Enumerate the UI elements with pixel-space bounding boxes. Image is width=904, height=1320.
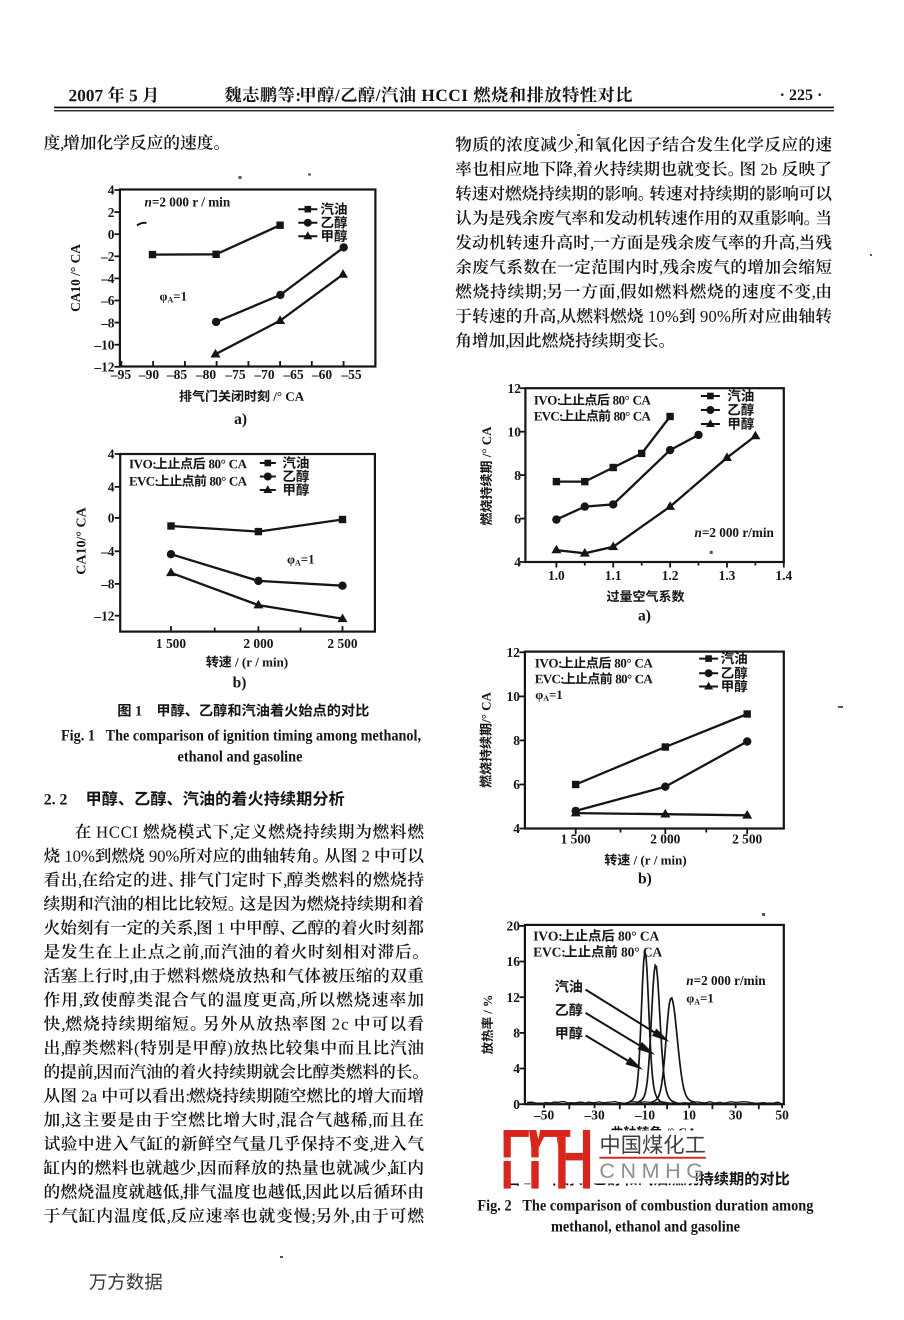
svg-text:16: 16 xyxy=(507,954,521,969)
svg-text:–12: –12 xyxy=(93,608,114,623)
svg-text:10: 10 xyxy=(508,424,522,439)
svg-text:12: 12 xyxy=(507,990,521,1005)
svg-text:b): b) xyxy=(638,871,652,888)
svg-text:methanol, ethanol and gasoline: methanol, ethanol and gasoline xyxy=(551,1219,740,1236)
svg-text:4: 4 xyxy=(108,447,115,462)
svg-text:10: 10 xyxy=(683,1108,697,1123)
svg-text:φA=1: φA=1 xyxy=(160,290,187,305)
svg-text:1 500: 1 500 xyxy=(561,832,591,847)
svg-text:–12: –12 xyxy=(93,360,114,375)
svg-text:12: 12 xyxy=(507,645,521,660)
svg-text:b): b) xyxy=(233,675,247,692)
svg-text:4: 4 xyxy=(108,183,115,198)
svg-text:4: 4 xyxy=(513,821,520,836)
svg-text:4: 4 xyxy=(514,555,521,570)
svg-text:n=2 000 r/min: n=2 000 r/min xyxy=(686,973,766,988)
svg-text:Fig. 1 The comparison of ign: Fig. 1 The comparison of ignition timing… xyxy=(61,728,421,745)
svg-text:0: 0 xyxy=(108,511,115,526)
svg-text:CNMHG: CNMHG xyxy=(599,1159,708,1183)
svg-text:φA=1: φA=1 xyxy=(535,688,562,703)
svg-text:ethanol and gasoline: ethanol and gasoline xyxy=(178,749,303,766)
svg-text:10: 10 xyxy=(507,689,521,704)
svg-text:8: 8 xyxy=(513,1026,520,1041)
svg-text:–8: –8 xyxy=(100,577,115,592)
svg-text:n=2 000 r/min: n=2 000 r/min xyxy=(695,525,775,540)
svg-text:6: 6 xyxy=(514,511,521,526)
svg-text:CA10 /° CA: CA10 /° CA xyxy=(68,244,83,312)
svg-text:1.4: 1.4 xyxy=(775,568,792,583)
svg-text:8: 8 xyxy=(514,468,521,483)
svg-text:1.0: 1.0 xyxy=(548,568,565,583)
svg-text:0: 0 xyxy=(513,1097,520,1112)
svg-text:–80: –80 xyxy=(195,367,217,382)
svg-text:–95: –95 xyxy=(110,367,132,382)
svg-text:–55: –55 xyxy=(340,367,362,382)
svg-text:2. 2: 2. 2 xyxy=(44,792,68,809)
svg-text:–50: –50 xyxy=(533,1108,554,1123)
svg-text:–4: –4 xyxy=(100,544,115,559)
svg-text:CA10/° CA: CA10/° CA xyxy=(75,506,90,574)
svg-text:1.2: 1.2 xyxy=(662,568,679,583)
svg-text:–10: –10 xyxy=(93,337,114,352)
svg-text:50: 50 xyxy=(775,1108,789,1123)
svg-text:· 225 ·: · 225 · xyxy=(780,87,823,104)
svg-text:–70: –70 xyxy=(253,367,275,382)
svg-text:–90: –90 xyxy=(138,367,160,382)
svg-text:–2: –2 xyxy=(100,249,115,264)
svg-text:–60: –60 xyxy=(311,367,333,382)
svg-text:6: 6 xyxy=(513,777,520,792)
svg-text:–8: –8 xyxy=(100,315,115,330)
svg-text:8: 8 xyxy=(513,733,520,748)
svg-text:φA=1: φA=1 xyxy=(287,553,314,568)
svg-text:–65: –65 xyxy=(282,367,304,382)
svg-text:2 500: 2 500 xyxy=(327,636,357,651)
svg-text:30: 30 xyxy=(729,1108,743,1123)
svg-text:2: 2 xyxy=(108,205,115,220)
svg-text:φA=1: φA=1 xyxy=(686,992,713,1007)
svg-text:1 500: 1 500 xyxy=(156,636,186,651)
svg-text:2 000: 2 000 xyxy=(650,832,680,847)
svg-text:a): a) xyxy=(234,411,247,428)
svg-text:12: 12 xyxy=(508,381,522,396)
svg-text:20: 20 xyxy=(507,919,521,934)
svg-text:1.3: 1.3 xyxy=(719,568,736,583)
svg-text:4: 4 xyxy=(513,1061,520,1076)
svg-text:–6: –6 xyxy=(100,293,115,308)
svg-text:2 000: 2 000 xyxy=(243,636,273,651)
svg-text:–10: –10 xyxy=(634,1108,655,1123)
svg-text:2 500: 2 500 xyxy=(732,832,762,847)
svg-text:Fig. 2 The comparison of com: Fig. 2 The comparison of combustion dura… xyxy=(477,1198,813,1215)
svg-text:–30: –30 xyxy=(584,1108,605,1123)
svg-text:–4: –4 xyxy=(100,271,115,286)
svg-text:a): a) xyxy=(638,608,651,625)
svg-text:0: 0 xyxy=(108,227,115,242)
svg-text:1.1: 1.1 xyxy=(605,568,622,583)
svg-text:–85: –85 xyxy=(166,367,188,382)
svg-text:4: 4 xyxy=(108,480,115,495)
svg-text:–75: –75 xyxy=(224,367,246,382)
svg-text:n=2 000 r / min: n=2 000 r / min xyxy=(145,195,231,210)
